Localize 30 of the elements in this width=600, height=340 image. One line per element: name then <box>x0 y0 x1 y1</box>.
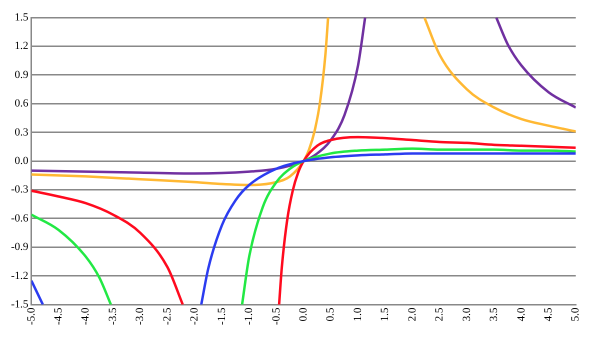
x-tick-label: -4.0 <box>80 307 92 326</box>
x-tick-label: 1.0 <box>352 307 364 322</box>
x-tick-label: 3.0 <box>460 307 473 322</box>
y-tick-label: 0.9 <box>14 68 29 81</box>
y-tick-label: 1.2 <box>14 40 28 52</box>
y-tick-label: 1.5 <box>14 11 29 24</box>
x-tick-label: 2.5 <box>434 307 446 322</box>
x-tick-label: 0.5 <box>324 307 337 322</box>
x-tick-label: 5.0 <box>570 307 582 322</box>
y-tick-label: 0.6 <box>14 98 29 110</box>
x-tick-label: -4.5 <box>52 307 65 326</box>
x-tick-label: -3.0 <box>134 307 146 326</box>
x-tick-label: 1.5 <box>379 307 392 322</box>
x-tick-label: 2.0 <box>406 307 418 322</box>
x-tick-label: 4.0 <box>515 307 528 322</box>
y-tick-label: -0.3 <box>10 184 29 196</box>
x-tick-label: 0.0 <box>297 307 310 322</box>
x-tick-label: -1.5 <box>216 307 228 326</box>
x-tick-label: -0.5 <box>270 307 282 326</box>
y-tick-label: 0.0 <box>14 154 29 167</box>
y-tick-label: 0.3 <box>14 126 29 138</box>
x-tick-label: -3.5 <box>106 307 119 326</box>
x-tick-label: 4.5 <box>542 307 554 322</box>
y-tick-label: -0.9 <box>10 241 29 254</box>
x-tick-label: -2.0 <box>188 307 201 326</box>
x-tick-label: -1.0 <box>243 307 256 326</box>
x-tick-label: -2.5 <box>161 307 174 326</box>
y-tick-label: -1.2 <box>10 270 28 282</box>
y-tick-label: -0.6 <box>10 212 29 224</box>
x-tick-label: 3.5 <box>488 307 500 322</box>
